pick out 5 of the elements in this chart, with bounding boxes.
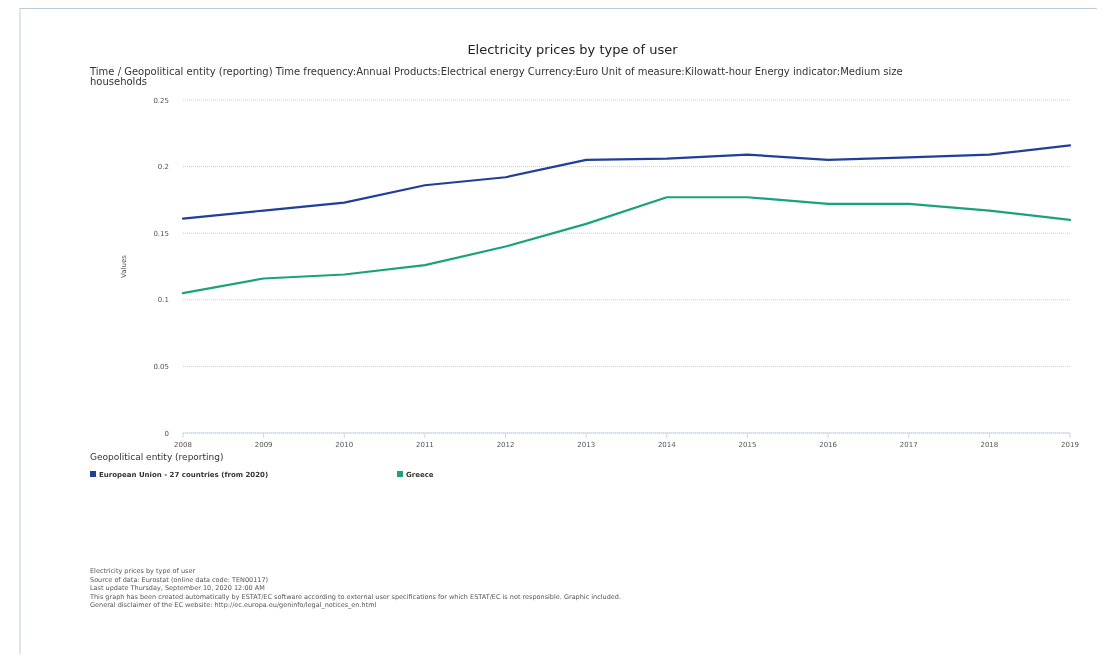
legend-title: Geopolitical entity (reporting) — [90, 452, 224, 462]
chart-title: Electricity prices by type of user — [467, 42, 679, 57]
line-series — [181, 144, 1072, 220]
chart-subtitle: Time / Geopolitical entity (reporting) Time frequency:Annual Products:Electrical energy Currency:Euro Unit of measure:Kilowatt-hour Energy indicator:Medium size households — [89, 66, 903, 87]
line-series — [181, 196, 1072, 295]
